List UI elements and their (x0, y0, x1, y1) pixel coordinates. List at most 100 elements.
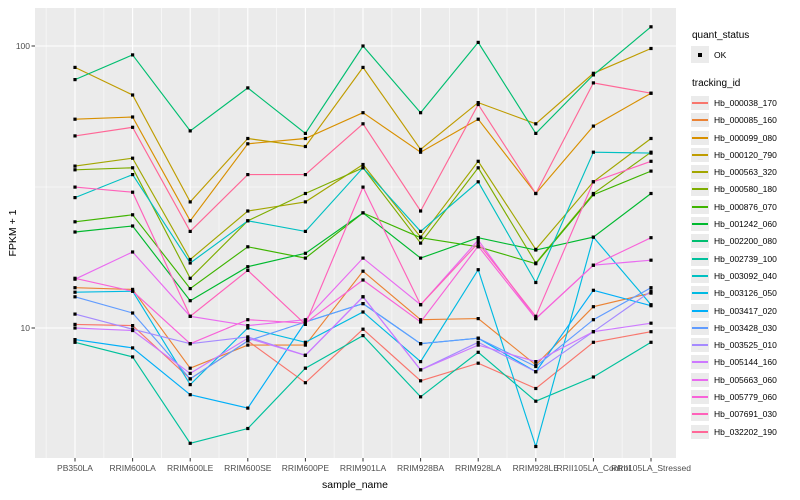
data-point (476, 166, 480, 170)
line-swatch-icon (691, 372, 709, 387)
data-point (591, 288, 595, 292)
data-point (649, 304, 653, 308)
line-swatch-icon (691, 320, 709, 335)
data-point (649, 258, 653, 262)
line-swatch-icon (691, 424, 709, 439)
data-point (361, 310, 365, 314)
data-point (361, 185, 365, 189)
data-point (131, 93, 135, 97)
data-point (591, 318, 595, 322)
data-point (188, 229, 192, 233)
data-point (361, 278, 365, 282)
data-point (246, 265, 250, 269)
legend-item-ok: OK (691, 46, 777, 64)
data-point (188, 299, 192, 303)
data-point (649, 151, 653, 155)
line-swatch-icon (691, 95, 709, 110)
legend-item-Hb_032202_190: Hb_032202_190 (691, 423, 777, 440)
data-point (131, 53, 135, 57)
legend-item-Hb_002739_100: Hb_002739_100 (691, 250, 777, 267)
legend-item-label: Hb_003092_040 (714, 270, 777, 281)
data-point (476, 317, 480, 321)
data-point (188, 342, 192, 346)
data-point (131, 289, 135, 293)
data-point (361, 295, 365, 299)
data-point (131, 156, 135, 160)
data-point (419, 318, 423, 322)
x-tick-label: RRII105LA_Control (556, 463, 631, 473)
data-point (649, 321, 653, 325)
data-point (303, 340, 307, 344)
x-tick-label: RRIM928LE (512, 463, 559, 473)
data-point (419, 256, 423, 260)
data-point (246, 318, 250, 322)
data-point (131, 190, 135, 194)
data-point (476, 159, 480, 163)
data-point (591, 235, 595, 239)
data-point (73, 312, 77, 316)
legend-item-Hb_003417_020: Hb_003417_020 (691, 302, 777, 319)
data-point (303, 173, 307, 177)
data-point (591, 150, 595, 154)
legend-item-Hb_000563_320: Hb_000563_320 (691, 163, 777, 180)
data-point (534, 360, 538, 364)
line-swatch-icon (691, 286, 709, 301)
data-point (188, 383, 192, 387)
legend-item-Hb_007691_030: Hb_007691_030 (691, 406, 777, 423)
legend-item-label: Hb_000580_180 (714, 184, 777, 195)
legend-item-label: Hb_005144_160 (714, 357, 777, 368)
data-point (361, 256, 365, 260)
data-point (73, 322, 77, 326)
legend-item-label: Hb_002739_100 (714, 253, 777, 264)
data-point (73, 117, 77, 121)
data-point (361, 166, 365, 170)
y-axis-title: FPKM + 1 (7, 209, 19, 257)
data-point (534, 399, 538, 403)
data-point (131, 250, 135, 254)
data-point (591, 305, 595, 309)
legend-tracking-id-items: Hb_000038_170 Hb_000085_160 Hb_000099_080 H… (691, 94, 777, 440)
legend-item-Hb_000580_180: Hb_000580_180 (691, 181, 777, 198)
data-point (419, 342, 423, 346)
data-point (591, 180, 595, 184)
legend-item-Hb_005144_160: Hb_005144_160 (691, 354, 777, 371)
legend-item-label: Hb_002200_080 (714, 236, 777, 247)
data-point (188, 377, 192, 381)
data-point (73, 276, 77, 280)
data-point (73, 326, 77, 330)
data-point (188, 200, 192, 204)
legend-item-Hb_000876_070: Hb_000876_070 (691, 198, 777, 215)
data-point (303, 191, 307, 196)
data-point (73, 295, 77, 299)
data-point (361, 122, 365, 126)
data-point (188, 257, 192, 262)
data-point (419, 111, 423, 115)
data-point (73, 168, 77, 172)
data-point (419, 379, 423, 383)
x-tick-label: RRIM901LA (339, 463, 387, 473)
data-point (188, 441, 192, 445)
line-swatch-icon (691, 303, 709, 318)
data-point (131, 346, 135, 350)
data-point (73, 134, 77, 138)
data-point (361, 111, 365, 115)
legend-item-Hb_000085_160: Hb_000085_160 (691, 112, 777, 129)
data-point (131, 166, 135, 170)
data-point (73, 78, 77, 82)
data-point (303, 136, 307, 141)
data-point (303, 318, 307, 322)
data-point (131, 355, 135, 359)
legend: quant_status OK tracking_id Hb_000038_17… (691, 28, 777, 440)
data-point (534, 122, 538, 126)
data-point (649, 291, 653, 295)
data-point (649, 25, 653, 29)
line-swatch-icon (691, 199, 709, 214)
data-point (246, 324, 250, 328)
legend-item-Hb_003428_030: Hb_003428_030 (691, 319, 777, 336)
data-point (476, 336, 480, 340)
data-point (246, 136, 250, 141)
data-point (649, 91, 653, 95)
data-point (303, 256, 307, 260)
data-point (246, 245, 250, 249)
legend-title-tracking-id: tracking_id (692, 78, 741, 90)
